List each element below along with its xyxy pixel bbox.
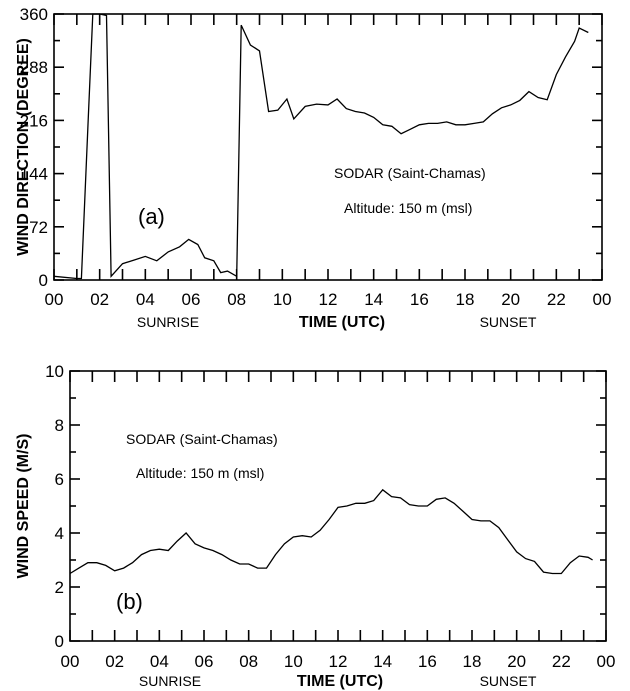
panel-b-x-tick-labels: 00 02 04 06 08 10 12 14 16 18 20 22 00 [61, 652, 616, 671]
panel-a-label: (a) [138, 204, 165, 229]
panel-a-x-tick-labels: 00 02 04 06 08 10 12 14 16 18 20 22 00 [45, 290, 612, 309]
panel-b-annotation-sodar: SODAR (Saint-Chamas) [126, 431, 278, 447]
panel-a-y-tick-labels: 0 72 144 216 288 360 [20, 5, 48, 290]
x-tick-label: 12 [329, 652, 348, 671]
y-tick-label: 8 [55, 416, 64, 435]
panel-a-series-line [53, 13, 589, 280]
panel-a-annotation-sodar: SODAR (Saint-Chamas) [334, 165, 486, 181]
panel-a-y-axis-title: WIND DIRECTION (DEGREE) [15, 38, 32, 256]
panel-a-sunrise-label: SUNRISE [137, 314, 199, 330]
x-tick-label: 06 [195, 652, 214, 671]
panel-a-wind-direction: 0 72 144 216 288 360 00 02 04 06 08 10 12 14 16 18 20 22… [15, 5, 611, 331]
y-tick-label: 2 [55, 578, 64, 597]
x-tick-label: 18 [463, 652, 482, 671]
x-tick-label: 02 [90, 290, 109, 309]
panel-b-ticks [69, 370, 607, 642]
x-tick-label: 14 [373, 652, 392, 671]
x-tick-label: 02 [105, 652, 124, 671]
y-tick-label: 0 [39, 271, 48, 290]
panel-b-y-axis-title: WIND SPEED (M/S) [15, 434, 32, 579]
y-tick-label: 216 [20, 111, 48, 130]
panel-a-annotation-altitude: Altitude: 150 m (msl) [344, 200, 472, 216]
panel-b-sunrise-label: SUNRISE [139, 673, 201, 689]
x-tick-label: 10 [284, 652, 303, 671]
y-tick-label: 4 [55, 524, 64, 543]
panel-b-sunset-label: SUNSET [480, 673, 537, 689]
y-tick-label: 6 [55, 470, 64, 489]
panel-b-series-line [69, 488, 593, 575]
x-tick-label: 14 [364, 290, 383, 309]
panel-a-ticks [53, 13, 603, 281]
x-tick-label: 20 [501, 290, 520, 309]
y-tick-label: 10 [45, 362, 64, 381]
x-tick-label: 12 [319, 290, 338, 309]
panel-b-annotation-altitude: Altitude: 150 m (msl) [136, 465, 264, 481]
x-tick-label: 20 [507, 652, 526, 671]
y-tick-label: 144 [20, 165, 48, 184]
panel-b-y-tick-labels: 0 2 4 6 8 10 [45, 362, 64, 651]
x-tick-label: 00 [593, 290, 612, 309]
x-tick-label: 16 [410, 290, 429, 309]
x-tick-label: 18 [456, 290, 475, 309]
x-tick-label: 04 [136, 290, 155, 309]
x-tick-label: 00 [597, 652, 616, 671]
panel-b-frame [69, 370, 607, 642]
x-tick-label: 10 [273, 290, 292, 309]
y-tick-label: 72 [29, 218, 48, 237]
panel-b-x-axis-title: TIME (UTC) [297, 673, 383, 690]
x-tick-label: 16 [418, 652, 437, 671]
x-tick-label: 04 [150, 652, 169, 671]
x-tick-label: 00 [61, 652, 80, 671]
x-tick-label: 06 [182, 290, 201, 309]
x-tick-label: 08 [239, 652, 258, 671]
panel-a-frame [53, 13, 603, 281]
y-tick-label: 288 [20, 58, 48, 77]
panel-b-label: (b) [116, 589, 143, 614]
panel-a-sunset-label: SUNSET [480, 314, 537, 330]
x-tick-label: 00 [45, 290, 64, 309]
panel-a-x-axis-title: TIME (UTC) [299, 314, 385, 331]
y-tick-label: 0 [55, 632, 64, 651]
x-tick-label: 22 [552, 652, 571, 671]
x-tick-label: 22 [547, 290, 566, 309]
y-tick-label: 360 [20, 5, 48, 24]
x-tick-label: 08 [227, 290, 246, 309]
